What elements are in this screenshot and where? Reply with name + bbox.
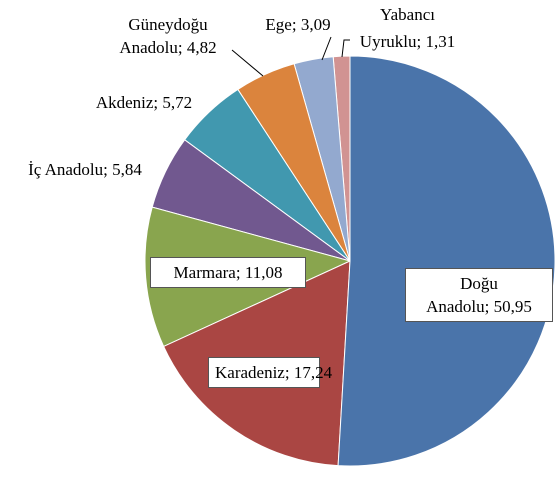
category-label: Marmara; [173,263,241,282]
category-label: Güneydoğu Anadolu; [119,15,208,57]
category-label: Ege; [265,15,297,34]
data-label: Marmara; 11,08 [150,257,306,288]
value-label: 50,95 [493,297,532,316]
data-label: Akdeniz; 5,72 [74,91,214,114]
value-label: 1,31 [425,32,456,51]
data-label: Doğu Anadolu; 50,95 [405,268,553,322]
value-label: 3,09 [300,15,331,34]
leader-line [231,49,264,77]
data-label: Ege; 3,09 [254,13,342,36]
pie-slice [337,55,556,467]
category-label: İç Anadolu; [28,160,108,179]
category-label: Akdeniz; [95,93,159,112]
leader-line [341,39,350,58]
data-label: Yabancı Uyruklu; 1,31 [345,1,470,55]
category-label: Doğu Anadolu; [426,274,498,316]
category-label: Karadeniz; [215,363,290,382]
value-label: 5,84 [112,160,142,179]
value-label: 17,24 [293,363,333,382]
category-label: Yabancı Uyruklu; [359,5,435,51]
data-label: Karadeniz; 17,24 [208,357,332,388]
data-label: İç Anadolu; 5,84 [20,158,150,181]
value-label: 5,72 [162,93,193,112]
value-label: 11,08 [244,263,283,282]
value-label: 4,82 [186,38,217,57]
data-label: Güneydoğu Anadolu; 4,82 [103,13,233,59]
leader-line [321,36,332,61]
